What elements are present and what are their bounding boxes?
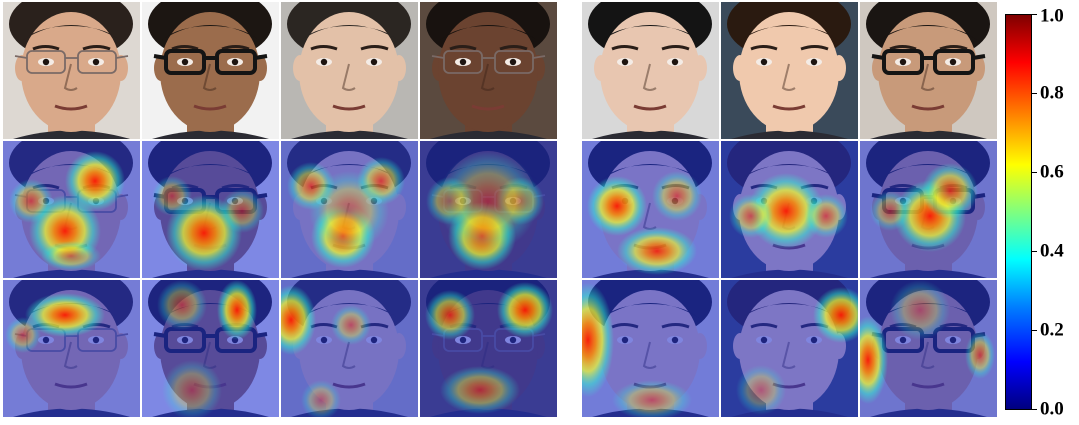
attention-map-a-tile [281, 141, 418, 278]
colorbar-tick [1032, 409, 1037, 410]
attention-map-b-tile [3, 280, 140, 417]
colorbar-tick [1032, 172, 1037, 173]
colorbar-tick-label: 0.6 [1040, 161, 1064, 183]
attention-map-b-tile [142, 280, 279, 417]
colorbar-tick [1032, 14, 1037, 15]
attention-map-b-tile [582, 280, 719, 417]
attention-map-b-tile [721, 280, 858, 417]
face-tile [420, 2, 557, 139]
attention-map-b-tile [420, 280, 557, 417]
colorbar-tick-label: 0.2 [1040, 319, 1064, 341]
colorbar-tick-label: 0.0 [1040, 398, 1064, 420]
colorbar-tick-label: 0.4 [1040, 240, 1064, 262]
face-tile [142, 2, 279, 139]
colorbar-gradient [1005, 14, 1032, 410]
face-tile [860, 2, 997, 139]
attention-map-a-tile [721, 141, 858, 278]
colorbar-tick [1032, 330, 1037, 331]
attention-map-b-tile [281, 280, 418, 417]
face-tile [582, 2, 719, 139]
right-face-grid [582, 2, 997, 417]
attention-map-b-tile [860, 280, 997, 417]
attention-map-a-tile [860, 141, 997, 278]
colorbar-tick [1032, 251, 1037, 252]
attention-map-a-tile [142, 141, 279, 278]
colorbar-tick-label: 0.8 [1040, 82, 1064, 104]
colorbar: 0.0 0.2 0.4 0.6 0.8 1.0 [1005, 7, 1075, 419]
face-tile [721, 2, 858, 139]
face-tile [3, 2, 140, 139]
left-face-grid [3, 2, 557, 417]
colorbar-tick [1032, 93, 1037, 94]
attention-map-a-tile [582, 141, 719, 278]
attention-map-a-tile [420, 141, 557, 278]
face-tile [281, 2, 418, 139]
colorbar-tick-label: 1.0 [1040, 5, 1064, 27]
attention-map-a-tile [3, 141, 140, 278]
